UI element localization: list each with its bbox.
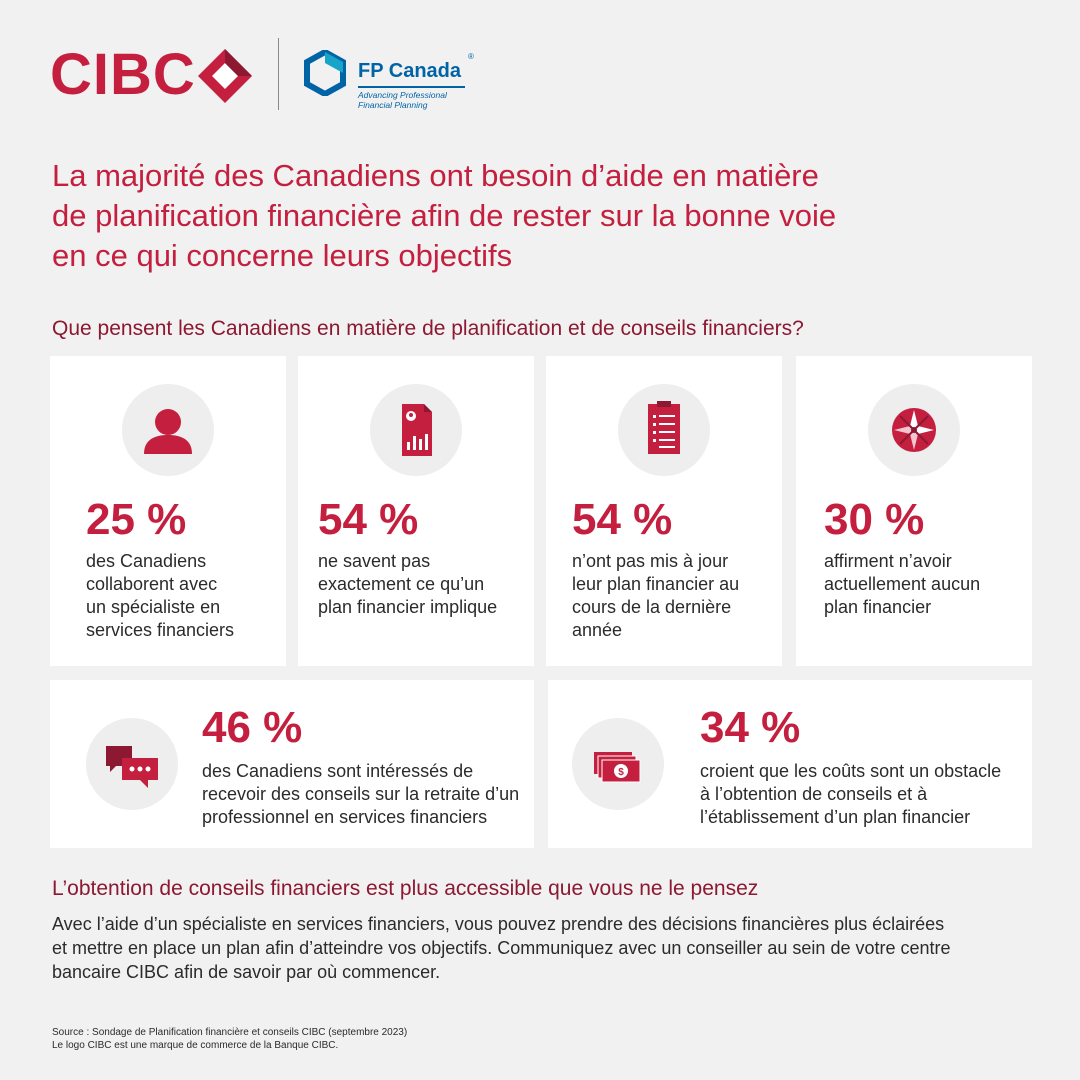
fp-underline: [358, 86, 465, 88]
stat-line: un spécialiste en: [86, 597, 221, 617]
chat-bubbles-icon: [106, 746, 158, 788]
stat-description: des Canadiens collaborent avec un spécia…: [86, 550, 276, 642]
title-line-1: La majorité des Canadiens ont besoin d’a…: [52, 158, 819, 193]
stat-line: cours de la dernière: [572, 597, 732, 617]
stat-card-1: 25 % des Canadiens collaborent avec un s…: [50, 356, 286, 666]
stat-line: services financiers: [86, 620, 235, 640]
stat-line: leur plan financier au: [572, 574, 740, 594]
logo-bar: CIBC FP Canada ® Advancing Professional …: [50, 38, 550, 110]
stat-line: collaborent avec: [86, 574, 218, 594]
stat-line: croient que les coûts sont un obstacle: [700, 761, 1002, 781]
compass-icon: [892, 408, 936, 452]
cibc-wordmark: CIBC: [50, 42, 196, 107]
svg-text:$: $: [618, 767, 624, 778]
fp-canada-logo-icon: [304, 50, 346, 96]
icon-circle: [370, 384, 462, 476]
stat-description: des Canadiens sont intéressés de recevoi…: [202, 760, 532, 829]
stat-card-4: 30 % affirment n’avoir actuellement aucu…: [796, 356, 1032, 666]
footer-notes: Source : Sondage de Planification financ…: [52, 1026, 652, 1052]
clipboard-checklist-icon: [648, 401, 680, 454]
paragraph-line-1: Avec l’aide d’un spécialiste en services…: [52, 914, 945, 934]
stat-description: affirment n’avoir actuellement aucun pla…: [824, 550, 1028, 619]
icon-circle: [618, 384, 710, 476]
stat-percentage: 25 %: [86, 495, 187, 544]
icon-circle: [122, 384, 214, 476]
stat-line: affirment n’avoir: [824, 551, 952, 571]
paragraph-line-2: et mettre en place un plan afin d’attein…: [52, 938, 951, 958]
stat-description: ne savent pas exactement ce qu’un plan f…: [318, 550, 530, 619]
section-subtitle: Que pensent les Canadiens en matière de …: [52, 317, 804, 340]
stat-percentage: 34 %: [700, 703, 801, 752]
stat-line: recevoir des conseils sur la retraite d’…: [202, 784, 520, 804]
title-line-2: de planification financière afin de rest…: [52, 198, 837, 233]
stat-card-2: 54 % ne savent pas exactement ce qu’un p…: [298, 356, 534, 666]
paragraph-line-3: bancaire CIBC afin de savoir par où comm…: [52, 962, 441, 982]
stat-line: plan financier: [824, 597, 932, 617]
icon-circle: $: [572, 718, 664, 810]
fp-tagline-line-1: Advancing Professional: [358, 90, 447, 100]
fp-canada-name: FP Canada: [358, 60, 461, 82]
stat-percentage: 54 %: [572, 495, 673, 544]
cibc-diamond-icon: [198, 49, 252, 103]
fp-registered-mark: ®: [468, 52, 474, 61]
person-icon: [144, 409, 192, 454]
stat-line: année: [572, 620, 623, 640]
stat-line: des Canadiens sont intéressés de: [202, 761, 474, 781]
stat-line: n’ont pas mis à jour: [572, 551, 729, 571]
stat-percentage: 30 %: [824, 495, 925, 544]
stat-line: professionnel en services financiers: [202, 807, 488, 827]
stat-line: des Canadiens: [86, 551, 207, 571]
stat-line: à l’obtention de conseils et à: [700, 784, 928, 804]
stat-card-6: $ 34 % croient que les coûts sont un obs…: [548, 680, 1032, 848]
stat-card-3: 54 % n’ont pas mis à jour leur plan fina…: [546, 356, 782, 666]
accessibility-heading: L’obtention de conseils financiers est p…: [52, 877, 759, 900]
stat-card-5: 46 % des Canadiens sont intéressés de re…: [50, 680, 534, 848]
stat-line: exactement ce qu’un: [318, 574, 485, 594]
stat-line: plan financier implique: [318, 597, 498, 617]
financial-document-icon: [402, 404, 432, 456]
stat-line: actuellement aucun: [824, 574, 981, 594]
icon-circle: [86, 718, 178, 810]
source-note: Source : Sondage de Planification financ…: [52, 1027, 408, 1038]
fp-tagline: Advancing Professional Financial Plannin…: [358, 90, 447, 110]
icon-circle: [868, 384, 960, 476]
stat-line: ne savent pas: [318, 551, 431, 571]
page-title: La majorité des Canadiens ont besoin d’a…: [52, 156, 972, 276]
stat-description: n’ont pas mis à jour leur plan financier…: [572, 550, 778, 642]
title-line-3: en ce qui concerne leurs objectifs: [52, 238, 513, 273]
advice-paragraph: Avec l’aide d’un spécialiste en services…: [52, 912, 1042, 984]
stat-percentage: 46 %: [202, 703, 303, 752]
stat-percentage: 54 %: [318, 495, 419, 544]
stat-description: croient que les coûts sont un obstacle à…: [700, 760, 1030, 829]
fp-tagline-line-2: Financial Planning: [358, 100, 428, 110]
money-bills-icon: $: [594, 752, 641, 783]
logo-divider: [278, 38, 279, 110]
trademark-note: Le logo CIBC est une marque de commerce …: [52, 1040, 339, 1051]
stat-line: l’établissement d’un plan financier: [700, 807, 971, 827]
